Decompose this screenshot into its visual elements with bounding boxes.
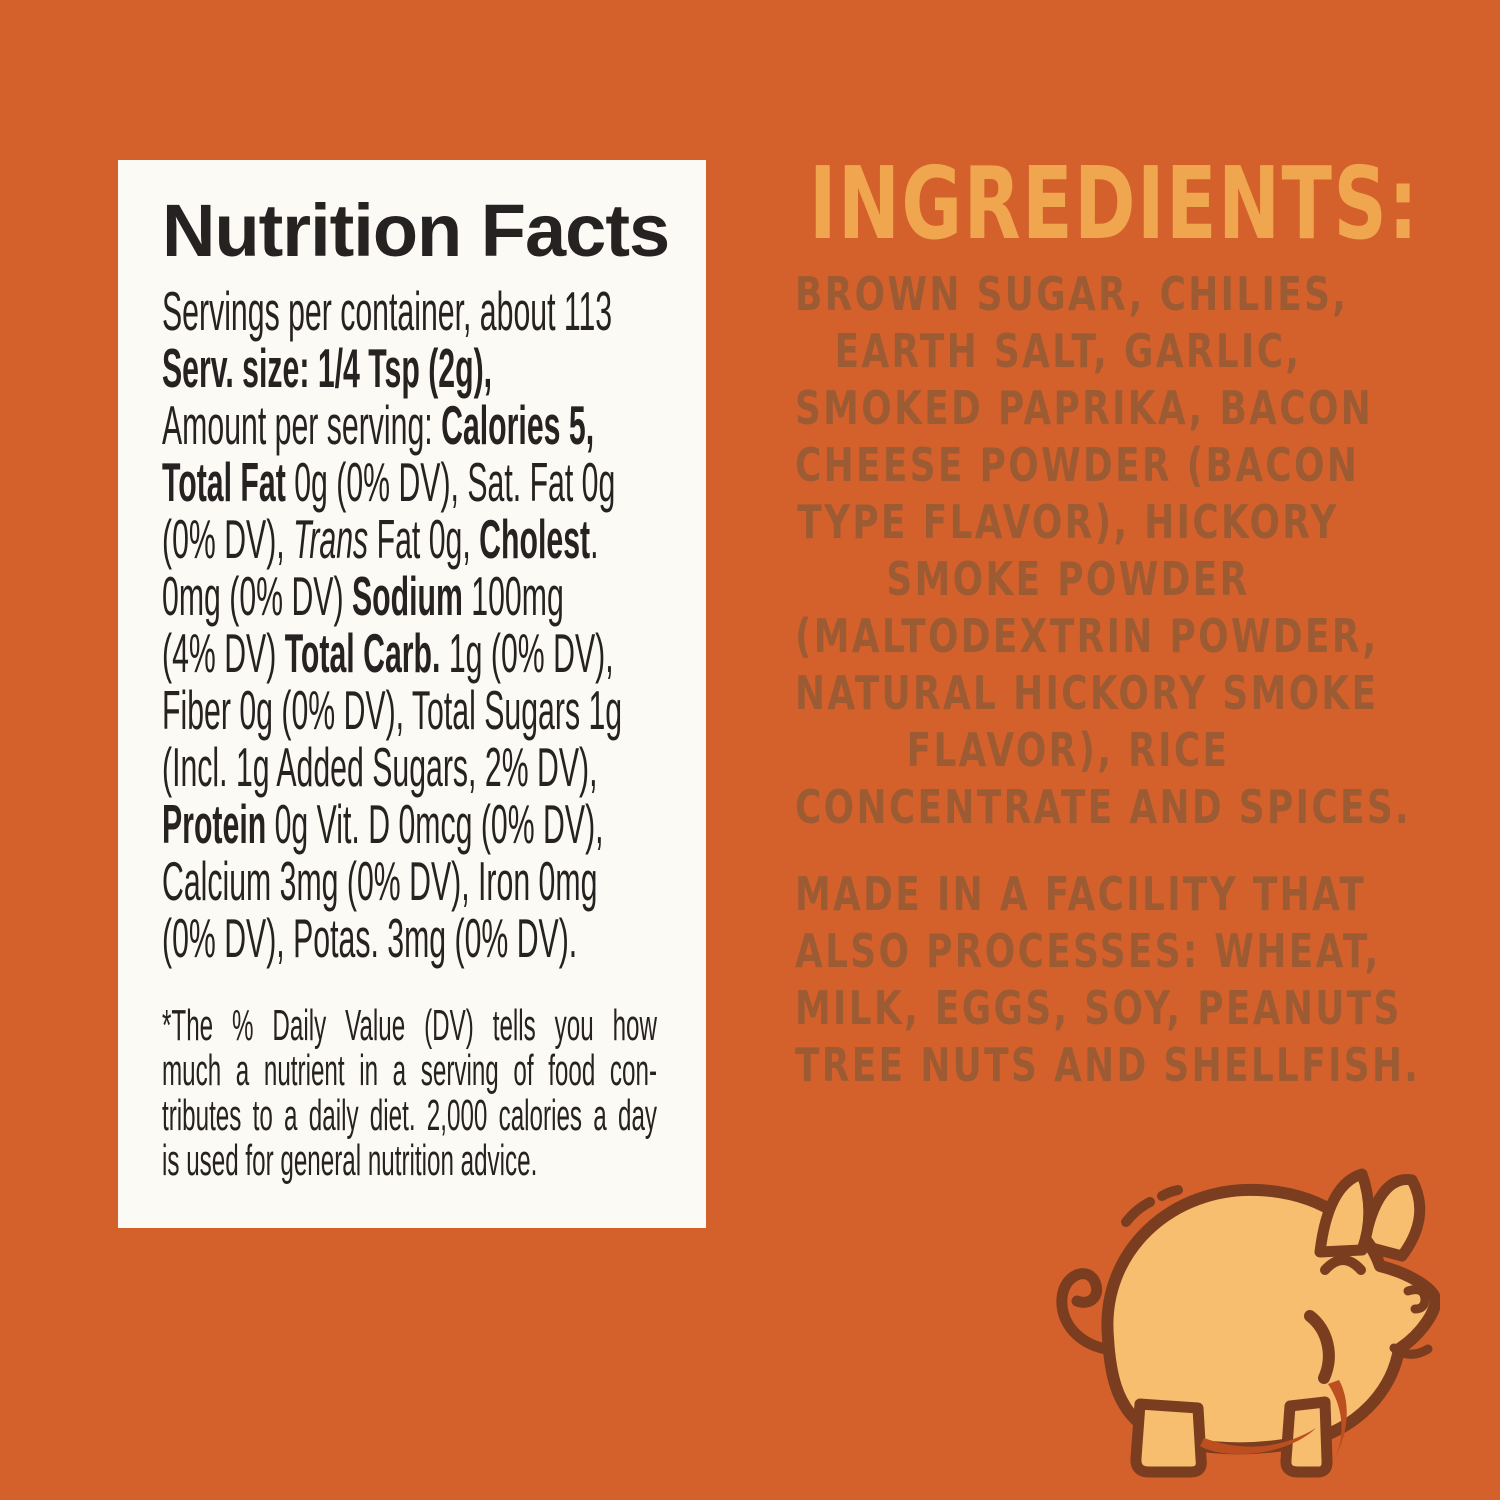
daily-value-footnote: *The % Daily Value (DV) tells you how muc…: [162, 1003, 657, 1183]
nutrition-text-segment: Servings per container, about 113: [162, 280, 613, 343]
nutrition-facts-title: Nutrition Facts: [162, 189, 670, 272]
ingredients-heading: INGREDIENTS:: [809, 145, 1420, 262]
ingredient-line: TYPE FLAVOR), HICKORY: [797, 495, 1339, 549]
ingredient-line: EARTH SALT, GARLIC,: [834, 324, 1302, 378]
ingredient-line: FLAVOR), RICE: [906, 723, 1230, 777]
nutrition-text-segment: Serv. size: 1/4 Tsp (2g),: [162, 337, 493, 400]
nutrition-line: Protein 0g Vit. D 0mcg (0% DV),: [162, 793, 604, 856]
ingredient-line: (MALTODEXTRIN POWDER,: [795, 609, 1379, 663]
ingredients-column: INGREDIENTS: BROWN SUGAR, CHILIES, EARTH …: [718, 152, 1418, 1094]
nutrition-text-segment: (4% DV): [162, 622, 285, 685]
nutrition-text-segment: Sodium: [351, 565, 463, 628]
nutrition-text-segment: 0g (0% DV), Sat. Fat 0g: [294, 451, 616, 514]
nutrition-line: Fiber 0g (0% DV), Total Sugars 1g: [162, 682, 622, 739]
nutrition-text-segment: 100mg: [462, 565, 564, 628]
nutrition-line: Servings per container, about 113: [162, 283, 612, 340]
nutrition-line: 0mg (0% DV) Sodium 100mg: [162, 565, 564, 628]
nutrition-text-segment: (0% DV),: [162, 508, 294, 571]
allergen-line: TREE NUTS AND SHELLFISH.: [795, 1038, 1421, 1092]
nutrition-line: (0% DV), Potas. 3mg (0% DV).: [162, 910, 577, 967]
ingredient-line: SMOKE POWDER: [886, 552, 1250, 606]
nutrition-facts-lines: Servings per container, about 113 Serv. s…: [162, 283, 706, 967]
allergen-line: MILK, EGGS, SOY, PEANUTS: [795, 981, 1402, 1035]
ingredient-line: NATURAL HICKORY SMOKE: [795, 666, 1379, 720]
nutrition-text-segment: (Incl. 1g Added Sugars, 2% DV),: [162, 736, 598, 799]
nutrition-text-segment: .: [590, 508, 599, 571]
nutrition-text-segment: Cholest: [479, 508, 591, 571]
ingredient-line: SMOKED PAPRIKA, BACON: [795, 381, 1374, 435]
nutrition-text-segment: 0mg (0% DV): [162, 565, 352, 628]
nutrition-line: (0% DV), Trans Fat 0g, Cholest.: [162, 508, 598, 571]
allergen-line: MADE IN A FACILITY THAT: [795, 867, 1367, 921]
ingredient-line: CONCENTRATE AND SPICES.: [795, 780, 1411, 834]
nutrition-text-segment: Calories 5,: [441, 394, 595, 457]
footnote-line: *The % Daily Value (DV) tells you how: [162, 1001, 657, 1051]
allergen-line: ALSO PROCESSES: WHEAT,: [795, 924, 1381, 978]
pig-icon: [1028, 1158, 1440, 1478]
nutrition-facts-content: Nutrition Facts Servings per container, …: [118, 160, 706, 1184]
nutrition-text-segment: 0g Vit. D 0mcg (0% DV),: [266, 793, 604, 856]
nutrition-text-segment: Trans: [293, 508, 377, 571]
nutrition-line: (Incl. 1g Added Sugars, 2% DV),: [162, 739, 597, 796]
nutrition-facts-panel: Nutrition Facts Servings per container, …: [118, 160, 706, 1228]
nutrition-text-segment: Amount per serving:: [162, 394, 442, 457]
nutrition-text-segment: 1g (0% DV),: [440, 622, 614, 685]
ingredient-line: BROWN SUGAR, CHILIES,: [795, 267, 1349, 321]
nutrition-text-segment: Fat 0g,: [376, 508, 480, 571]
nutrition-text-segment: Calcium 3mg (0% DV), Iron 0mg: [162, 850, 598, 913]
nutrition-line: Serv. size: 1/4 Tsp (2g),: [162, 340, 492, 397]
nutrition-text-segment: Fiber 0g (0% DV), Total Sugars 1g: [162, 679, 623, 742]
nutrition-line: Calcium 3mg (0% DV), Iron 0mg: [162, 853, 597, 910]
nutrition-line: (4% DV) Total Carb. 1g (0% DV),: [162, 622, 614, 685]
nutrition-text-segment: (0% DV), Potas. 3mg (0% DV).: [162, 907, 578, 970]
allergen-statement: MADE IN A FACILITY THAT ALSO PROCESSES: W…: [718, 866, 1418, 1094]
nutrition-text-segment: Total Carb.: [284, 622, 441, 685]
ingredients-list: BROWN SUGAR, CHILIES, EARTH SALT, GARLIC,…: [718, 266, 1418, 836]
nutrition-line: Amount per serving: Calories 5,: [162, 394, 594, 457]
ingredient-line: CHEESE POWDER (BACON: [795, 438, 1360, 492]
nutrition-text-segment: Total Fat: [162, 451, 295, 514]
pig-illustration-svg: [1056, 1168, 1440, 1478]
footnote-line: is used for general nutrition advice.: [162, 1136, 538, 1186]
nutrition-line: Total Fat 0g (0% DV), Sat. Fat 0g: [162, 451, 615, 514]
footnote-line: tributes to a daily diet. 2,000 calories…: [162, 1091, 657, 1141]
footnote-line: much a nutrient in a serving of food con…: [162, 1046, 657, 1096]
nutrition-text-segment: Protein: [162, 793, 267, 856]
